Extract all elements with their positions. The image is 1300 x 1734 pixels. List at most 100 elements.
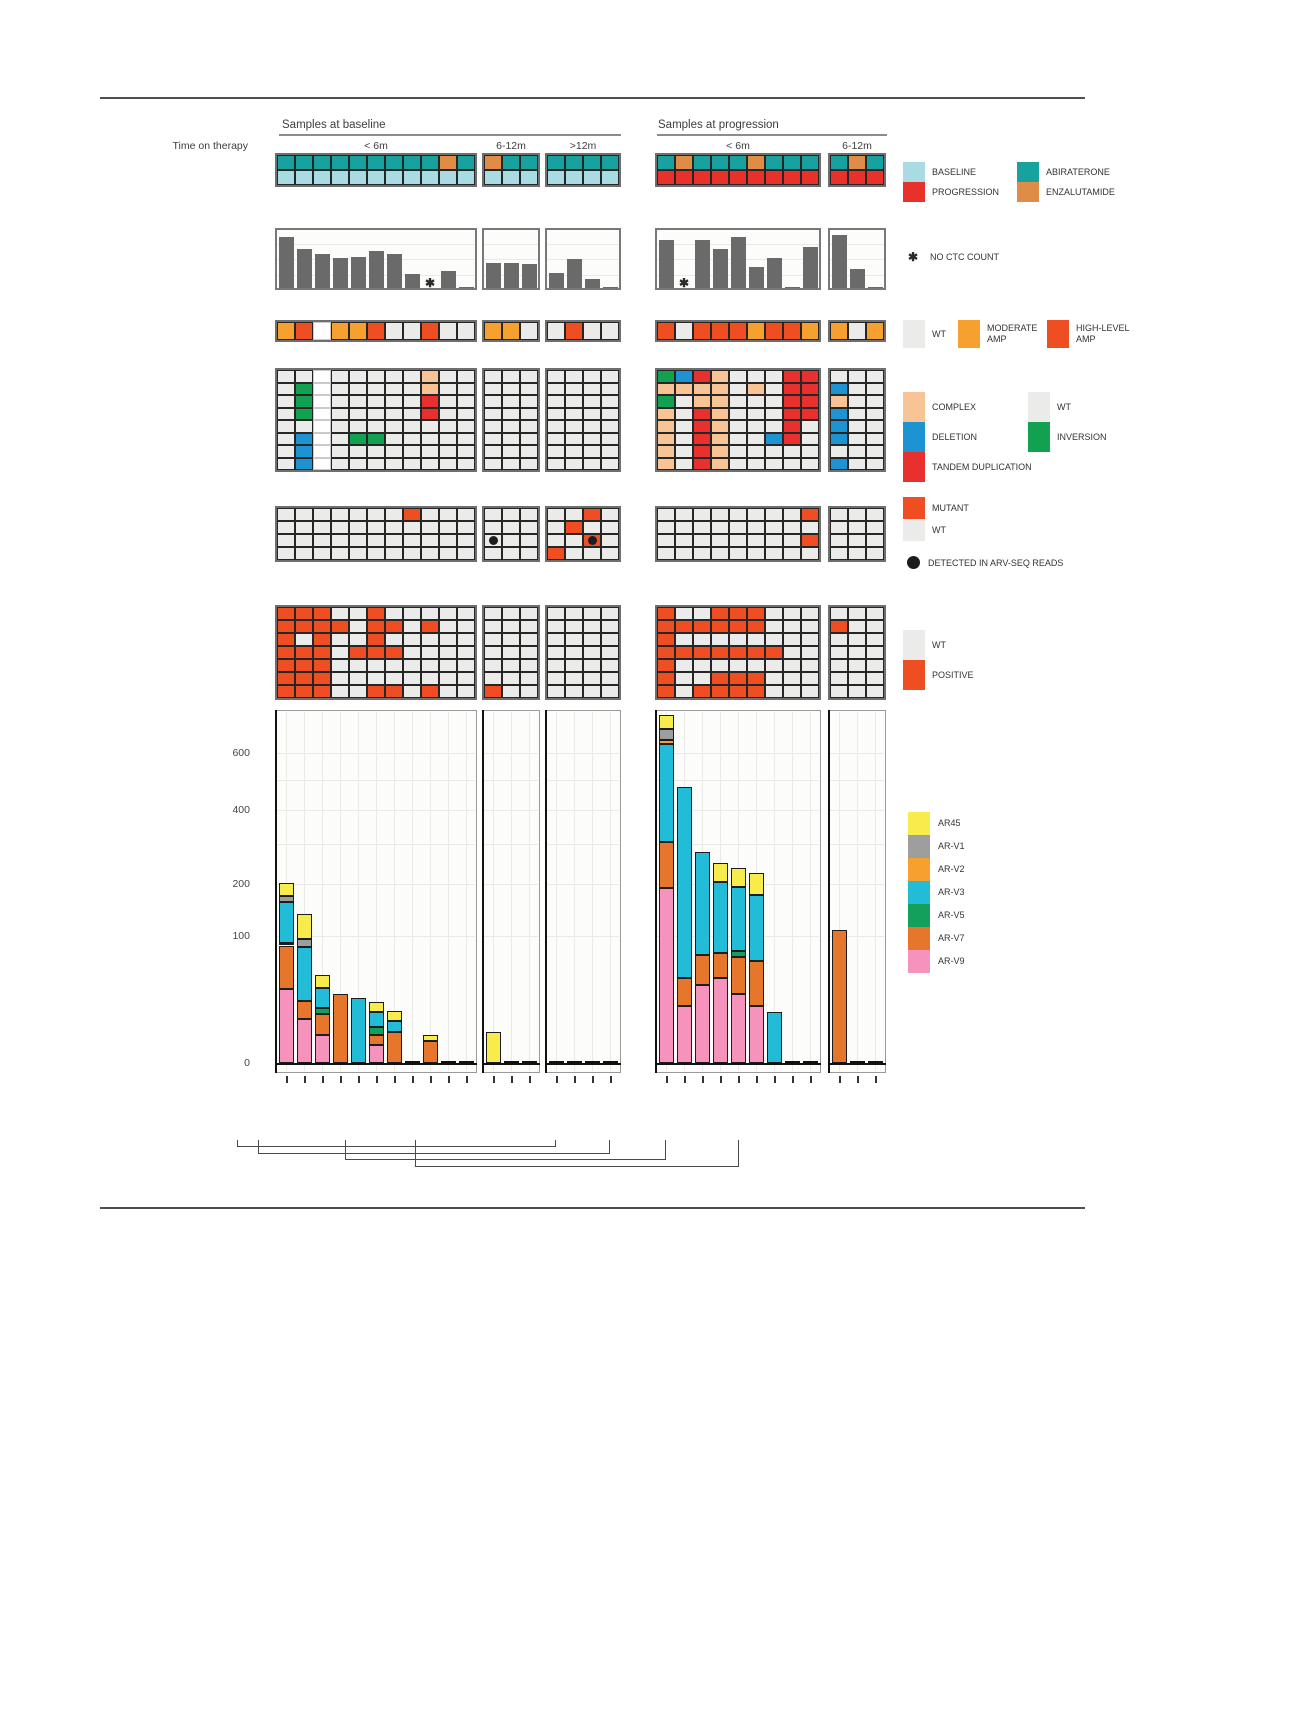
mut-cell (866, 508, 884, 521)
pos-cell (657, 672, 675, 685)
pos-cell (385, 620, 403, 633)
bar-segment (422, 1034, 438, 1042)
therapy-cell (747, 170, 765, 185)
pos-cell (866, 685, 884, 698)
sv-cell (848, 395, 866, 408)
therapy-cell (747, 155, 765, 170)
sv-cell (848, 445, 866, 458)
pos-cell (421, 672, 439, 685)
mut-cell (295, 508, 313, 521)
y-axis-tick-label: 100 (232, 930, 250, 943)
sv-cell (830, 432, 848, 445)
pos-cell (765, 633, 783, 646)
therapy-cell (601, 170, 619, 185)
therapy-cell (848, 170, 866, 185)
isoform-gridline (547, 779, 619, 781)
pos-cell (765, 646, 783, 659)
pos-cell (439, 633, 457, 646)
therapy-block (828, 153, 886, 187)
pos-cell (421, 659, 439, 672)
sv-cell (848, 370, 866, 383)
isoform-vgridline (774, 712, 775, 1071)
pos-cell (583, 685, 601, 698)
ctc-bar (802, 247, 818, 288)
sv-cell (783, 395, 801, 408)
ar-legend-label: AR-V2 (938, 864, 965, 874)
x-tick (774, 1076, 776, 1083)
therapy-cell (565, 170, 583, 185)
sv-cell (385, 395, 403, 408)
sv-cell (277, 407, 295, 420)
x-tick (340, 1076, 342, 1083)
ctc-gridline (830, 259, 884, 260)
pos-cell (502, 620, 520, 633)
ar-legend-swatch-ar-v2 (908, 858, 930, 881)
bar-segment (386, 1020, 402, 1032)
therapy-cell (421, 170, 439, 185)
bar-segment (730, 867, 746, 887)
therapy-block (482, 153, 540, 187)
pos-cell (866, 659, 884, 672)
ctc-bar (278, 237, 294, 288)
sv-cell (277, 382, 295, 395)
sv-cell (729, 457, 747, 470)
pos-cell (747, 672, 765, 685)
sv-cell (484, 407, 502, 420)
pos-cell (367, 646, 385, 659)
pos-cell (801, 685, 819, 698)
x-tick (430, 1076, 432, 1083)
pos-block (545, 605, 621, 700)
sv-cell (729, 370, 747, 383)
sv-cell (367, 432, 385, 445)
therapy-cell (367, 155, 385, 170)
sv-cell (583, 395, 601, 408)
sv-cell (801, 420, 819, 433)
sv-cell (565, 420, 583, 433)
sv-cell (367, 395, 385, 408)
mut-cell (830, 534, 848, 547)
sv-cell (565, 395, 583, 408)
isoform-vgridline (610, 712, 611, 1071)
bar-segment (314, 1034, 330, 1063)
bar-segment (748, 872, 764, 896)
sv-cell (349, 395, 367, 408)
sv-cell (848, 382, 866, 395)
pos-cell (457, 646, 475, 659)
sv-cell (765, 445, 783, 458)
amp-cell (601, 322, 619, 340)
therapy-cell (502, 155, 520, 170)
sv-cell (520, 420, 538, 433)
pos-cell (848, 685, 866, 698)
mut-cell (502, 508, 520, 521)
bar-segment (658, 728, 674, 740)
pos-cell (729, 633, 747, 646)
ar-legend-swatch-ar45 (908, 812, 930, 835)
amp-legend-swatch (958, 320, 980, 348)
sv-cell (295, 407, 313, 420)
pos-cell (385, 646, 403, 659)
sv-cell (421, 370, 439, 383)
mut-cell (457, 508, 475, 521)
mut-cell (711, 547, 729, 560)
sv-cell (385, 432, 403, 445)
x-tick (466, 1076, 468, 1083)
amp-cell (277, 322, 295, 340)
sv-cell (547, 382, 565, 395)
sv-cell (349, 382, 367, 395)
pos-cell (729, 685, 747, 698)
mut-cell (385, 508, 403, 521)
time-group-label: 6-12m (496, 140, 526, 152)
ctc-gridline (547, 243, 619, 245)
sv-cell (421, 407, 439, 420)
no-ctc-legend-label: NO CTC COUNT (930, 251, 999, 262)
mut-cell (601, 508, 619, 521)
bar-segment (278, 942, 294, 946)
sv-cell (349, 445, 367, 458)
x-tick (394, 1076, 396, 1083)
x-tick (448, 1076, 450, 1083)
mut-cell (457, 534, 475, 547)
sv-legend-swatch (903, 392, 925, 422)
amp-cell (502, 322, 520, 340)
isoform-vgridline (792, 712, 793, 1071)
sv-cell (457, 382, 475, 395)
